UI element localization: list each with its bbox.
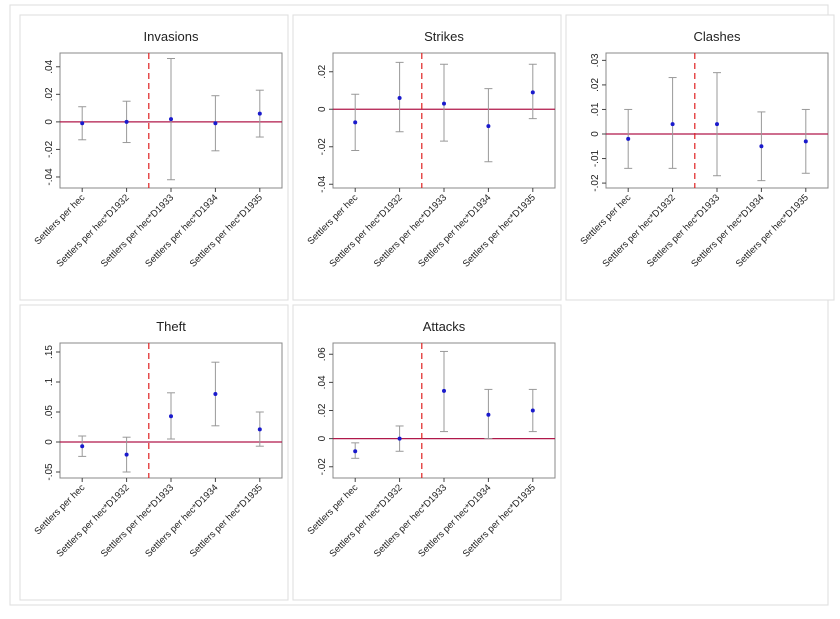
y-tick-label: .03	[590, 53, 601, 67]
y-tick-label: .06	[317, 347, 328, 361]
y-tick-label: -.02	[590, 174, 601, 192]
point-estimate	[124, 119, 129, 124]
point-estimate	[257, 427, 262, 432]
point-estimate	[397, 436, 402, 441]
point-estimate	[124, 452, 129, 457]
y-tick-label: -.04	[44, 168, 55, 186]
y-tick-label: .02	[317, 64, 328, 78]
panel	[19, 14, 289, 301]
y-tick-label: .02	[590, 78, 601, 92]
point-estimate	[80, 121, 85, 126]
point-estimate	[169, 414, 173, 419]
point-estimate	[353, 120, 358, 125]
y-tick-label: .04	[317, 375, 328, 389]
y-tick-label: .01	[590, 102, 601, 116]
panel-title: Clashes	[694, 29, 741, 44]
y-tick-label: -.05	[44, 463, 55, 481]
panel-title: Attacks	[423, 319, 466, 334]
point-estimate	[626, 136, 631, 141]
point-estimate	[530, 90, 535, 95]
point-estimate	[213, 392, 218, 396]
point-estimate	[353, 449, 358, 454]
y-tick-label: -.02	[317, 138, 328, 156]
point-estimate	[257, 111, 262, 116]
panel-title: Strikes	[424, 29, 464, 44]
point-estimate	[759, 144, 764, 149]
panel-title: Theft	[156, 319, 186, 334]
y-tick-label: .04	[44, 59, 55, 73]
panel	[292, 14, 562, 301]
y-tick-label: 0	[44, 119, 55, 125]
point-estimate	[213, 121, 218, 126]
point-estimate	[530, 408, 535, 413]
y-tick-label: -.02	[44, 140, 55, 158]
y-tick-label: 0	[317, 106, 328, 112]
point-estimate	[486, 412, 491, 417]
point-estimate	[442, 388, 446, 393]
panel-title: Invasions	[144, 29, 199, 44]
panel	[292, 304, 562, 601]
point-estimate	[803, 139, 808, 144]
y-tick-label: .05	[44, 405, 55, 419]
point-estimate	[670, 122, 675, 127]
y-tick-label: .02	[317, 403, 328, 417]
panel	[19, 304, 289, 601]
y-tick-label: .1	[44, 377, 55, 386]
y-tick-label: -.04	[317, 175, 328, 193]
point-estimate	[442, 101, 446, 106]
y-tick-label: 0	[590, 131, 601, 137]
point-estimate	[169, 117, 173, 122]
point-estimate	[715, 122, 719, 127]
point-estimate	[397, 96, 402, 100]
y-tick-label: .02	[44, 87, 55, 101]
y-tick-label: -.01	[590, 149, 601, 167]
point-estimate	[80, 444, 85, 449]
y-tick-label: -.02	[317, 458, 328, 476]
y-tick-label: 0	[44, 439, 55, 445]
y-tick-label: .15	[44, 345, 55, 359]
panel	[565, 14, 835, 301]
point-estimate	[486, 124, 491, 129]
y-tick-label: 0	[317, 435, 328, 441]
